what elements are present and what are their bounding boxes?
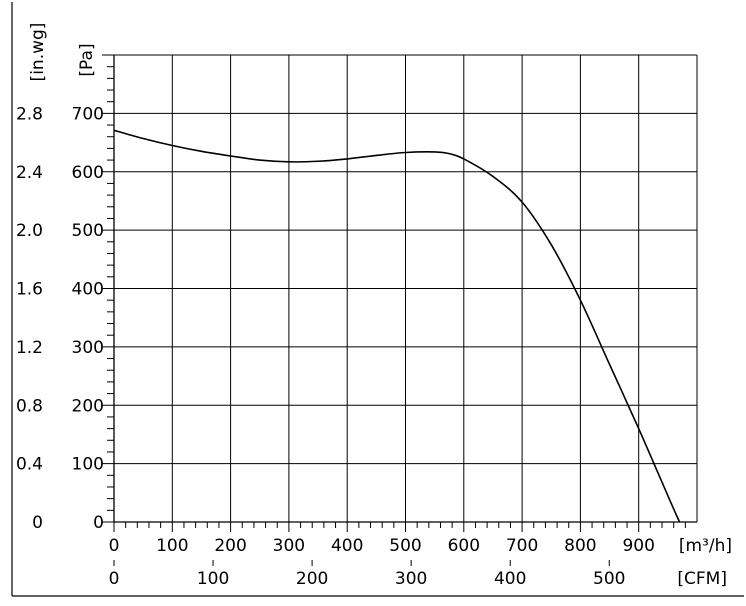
y-label-inwg-700: 2.8: [16, 104, 43, 124]
y-label-inwg-400: 1.6: [16, 280, 43, 300]
x-unit-m3h: [m³/h]: [679, 536, 732, 556]
y-label-pa-0: 0: [93, 513, 104, 533]
y-label-inwg-0: 0: [32, 513, 43, 533]
series-line-0: [113, 129, 681, 523]
y-unit-pa: [Pa]: [77, 43, 97, 76]
y-label-pa-500: 500: [72, 221, 104, 241]
y-label-pa-200: 200: [72, 396, 104, 416]
y-label-pa-300: 300: [72, 338, 104, 358]
y-label-inwg-600: 2.4: [16, 163, 43, 183]
grid-lines: [113, 54, 698, 523]
x-label-m3h-900: 900: [622, 536, 654, 556]
x-label-m3h-500: 500: [389, 536, 421, 556]
x-label-m3h-0: 0: [109, 536, 120, 556]
y-label-pa-100: 100: [72, 455, 104, 475]
x-label-m3h-300: 300: [273, 536, 305, 556]
x-label-m3h-600: 600: [448, 536, 480, 556]
x-label-cfm-0: 0: [109, 569, 120, 589]
x-unit-cfm: [CFM]: [677, 569, 727, 589]
x-label-cfm-200: 200: [296, 569, 328, 589]
tick-labels: 001000.42000.83001.24001.65002.06002.470…: [16, 23, 732, 589]
y-axis-ticks: [102, 54, 114, 523]
y-label-pa-400: 400: [72, 280, 104, 300]
y-label-pa-700: 700: [72, 104, 104, 124]
x-axis-ticks: [113, 522, 686, 566]
x-label-m3h-200: 200: [214, 536, 246, 556]
y-label-pa-600: 600: [72, 163, 104, 183]
performance-curve: [113, 129, 681, 523]
y-label-inwg-300: 1.2: [16, 338, 43, 358]
chart-frame: [11, 2, 744, 597]
y-label-inwg-100: 0.4: [16, 455, 43, 475]
x-label-m3h-700: 700: [506, 536, 538, 556]
y-label-inwg-500: 2.0: [16, 221, 43, 241]
x-label-cfm-500: 500: [593, 569, 625, 589]
x-label-m3h-800: 800: [564, 536, 596, 556]
x-label-cfm-300: 300: [395, 569, 427, 589]
x-label-cfm-100: 100: [197, 569, 229, 589]
x-label-m3h-400: 400: [331, 536, 363, 556]
y-label-inwg-200: 0.8: [16, 396, 43, 416]
x-label-cfm-400: 400: [494, 569, 526, 589]
y-unit-inwg: [in.wg]: [28, 23, 48, 82]
x-label-m3h-100: 100: [156, 536, 188, 556]
